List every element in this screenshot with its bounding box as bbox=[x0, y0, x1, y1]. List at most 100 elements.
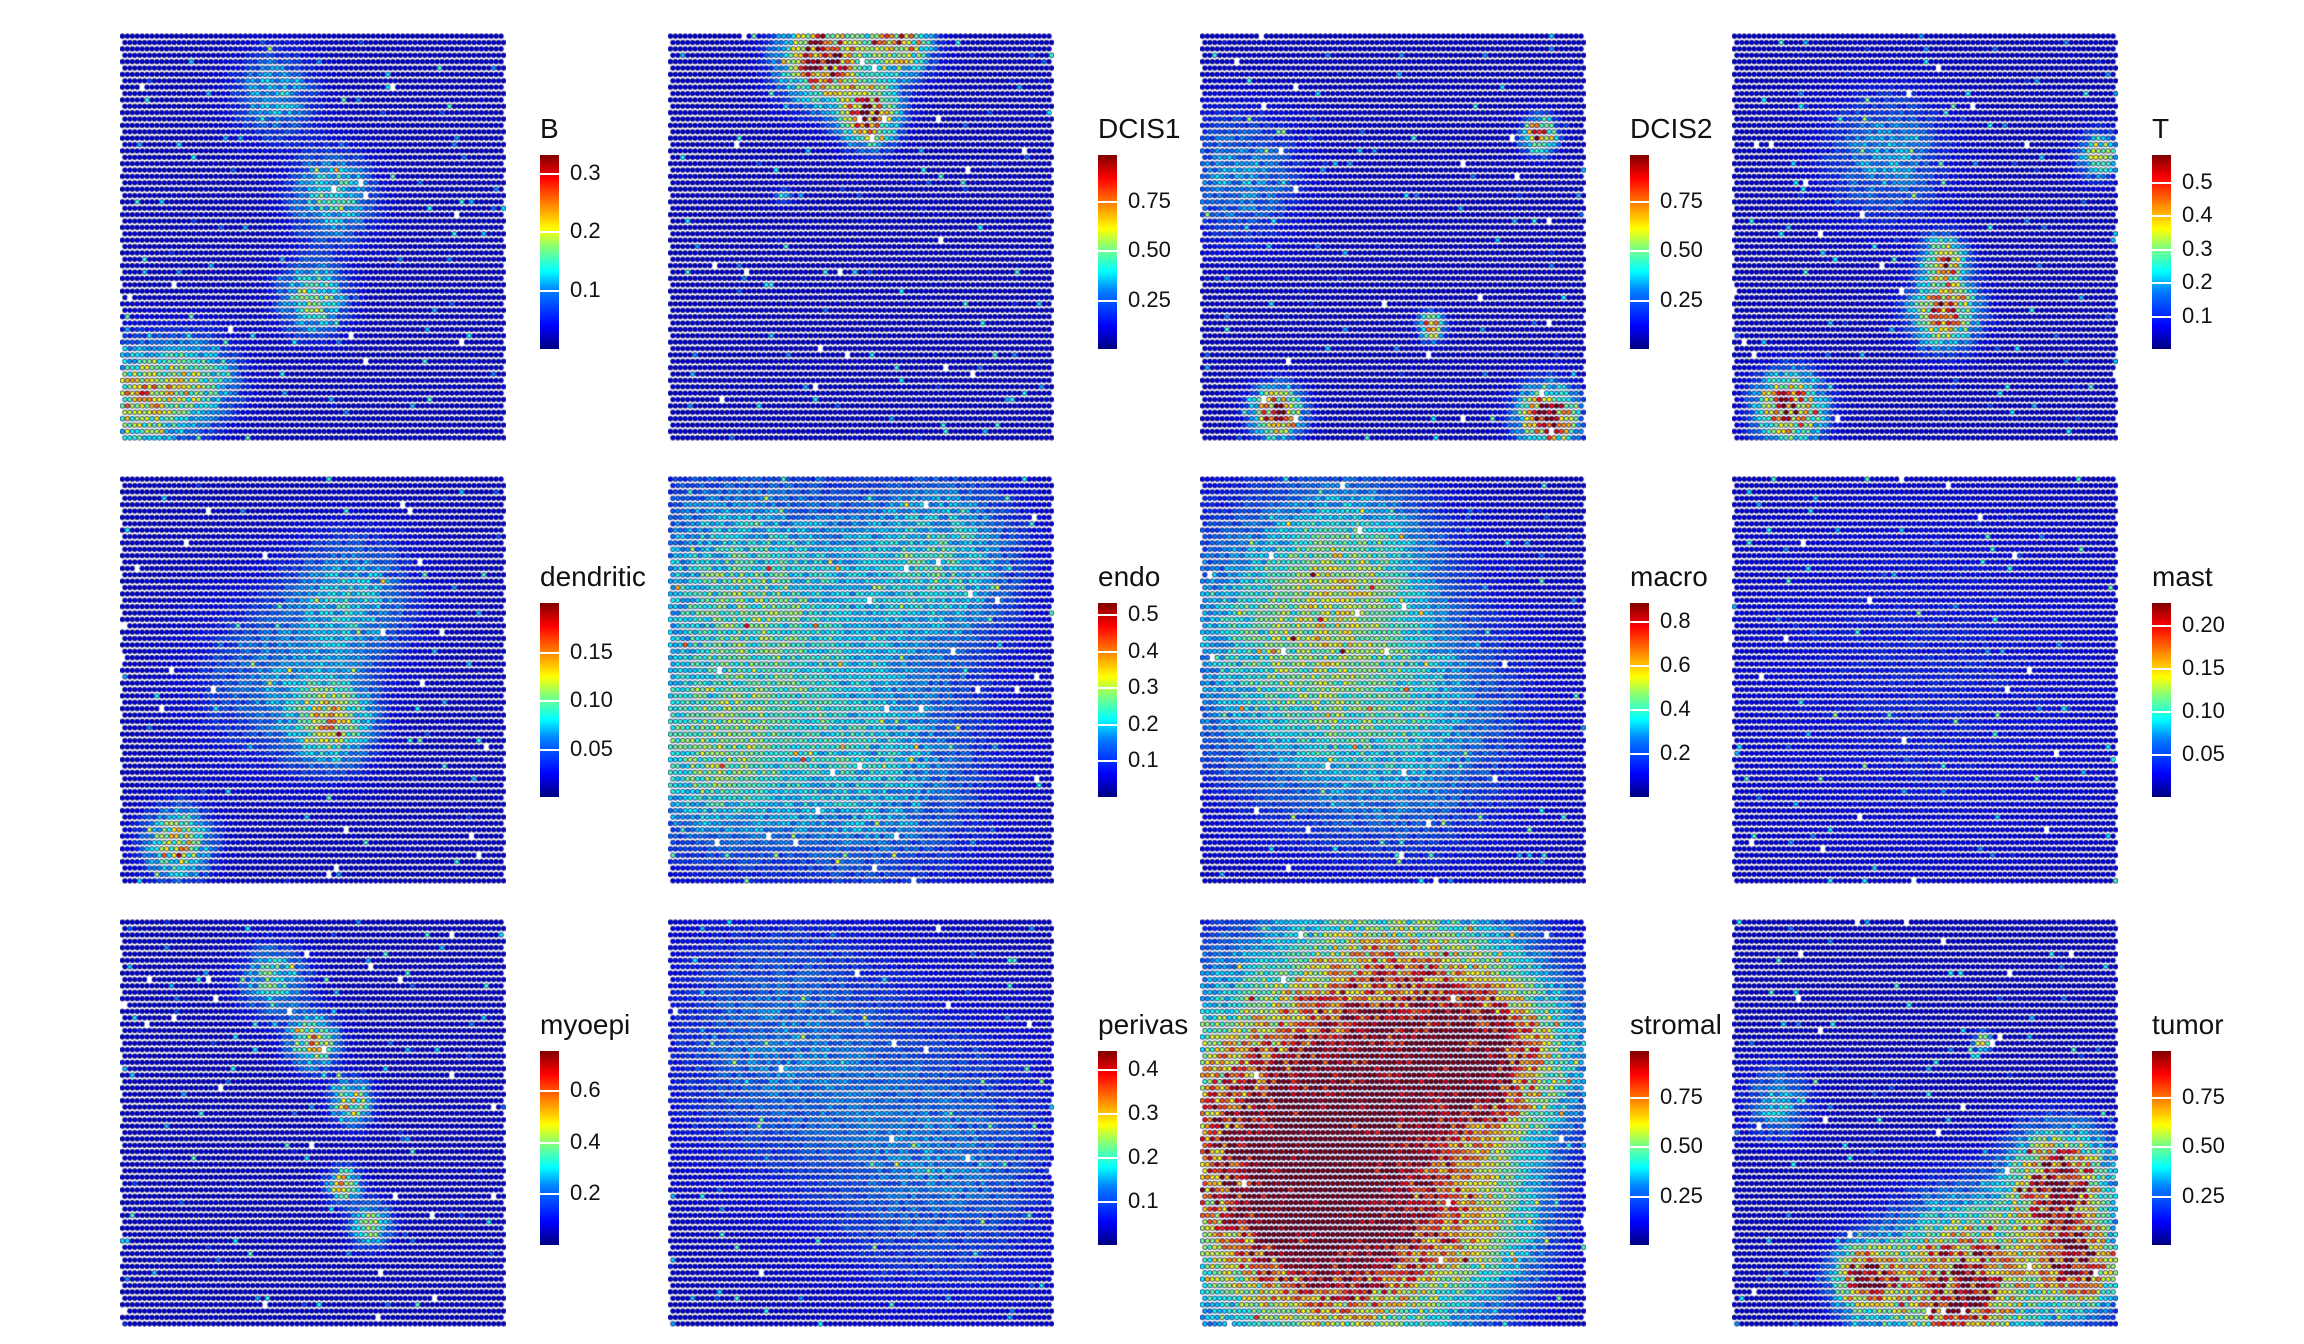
tick-label: 0.5 bbox=[1128, 600, 1159, 626]
tick-label: 0.4 bbox=[1128, 637, 1159, 663]
legend-title: DCIS2 bbox=[1630, 113, 1713, 144]
tick-mark bbox=[1098, 250, 1117, 253]
tick-label: 0.2 bbox=[1660, 739, 1691, 765]
tick-mark bbox=[540, 172, 559, 175]
tick-label: 0.50 bbox=[1128, 237, 1171, 263]
spot-map-endo bbox=[668, 476, 1054, 884]
tick-mark bbox=[1098, 723, 1117, 726]
legend-dcis1: DCIS1 0.25 0.50 0.75 bbox=[1098, 113, 1228, 413]
colorbar bbox=[1098, 603, 1117, 797]
legend-title: myoepi bbox=[540, 1009, 631, 1040]
legend-title: endo bbox=[1098, 561, 1161, 592]
tick-label: 0.3 bbox=[2182, 235, 2213, 261]
spot-map-macro bbox=[1200, 476, 1586, 884]
tick-mark bbox=[2152, 215, 2171, 218]
tick-mark bbox=[540, 231, 559, 234]
spot-map-myoepi bbox=[120, 919, 506, 1327]
tick-mark bbox=[1098, 1112, 1117, 1115]
tick-mark bbox=[540, 1193, 559, 1196]
tick-label: 0.4 bbox=[2182, 202, 2213, 228]
tick-label: 0.25 bbox=[1660, 1182, 1703, 1208]
spot-map-dendritic bbox=[120, 476, 506, 884]
tick-label: 0.75 bbox=[1660, 1083, 1703, 1109]
tick-mark bbox=[540, 1141, 559, 1144]
tick-label: 0.3 bbox=[570, 159, 601, 185]
tick-mark bbox=[2152, 1146, 2171, 1149]
tick-label: 0.25 bbox=[1660, 286, 1703, 312]
colorbar bbox=[1630, 603, 1649, 797]
tick-label: 0.2 bbox=[570, 218, 601, 244]
tick-mark bbox=[2152, 1096, 2171, 1099]
tick-label: 0.1 bbox=[570, 277, 601, 303]
legend-macro: macro 0.2 0.4 0.6 0.8 bbox=[1630, 561, 1760, 861]
legend-tumor: tumor 0.25 0.50 0.75 bbox=[2152, 1009, 2282, 1309]
legend-perivas: perivas 0.1 0.2 0.3 0.4 bbox=[1098, 1009, 1228, 1309]
legend-dendritic: dendritic 0.05 0.10 0.15 bbox=[540, 561, 670, 861]
tick-mark bbox=[1630, 620, 1649, 623]
legend-b: B 0.1 0.2 0.3 bbox=[540, 113, 670, 413]
legend-t: T 0.1 0.2 0.3 0.4 0.5 bbox=[2152, 113, 2282, 413]
tick-label: 0.1 bbox=[1128, 1187, 1159, 1213]
spot-map-dcis1 bbox=[668, 33, 1054, 441]
colorbar bbox=[2152, 155, 2171, 349]
tick-mark bbox=[1630, 1195, 1649, 1198]
tick-label: 0.1 bbox=[2182, 302, 2213, 328]
tick-label: 0.15 bbox=[2182, 654, 2225, 680]
tick-label: 0.05 bbox=[2182, 740, 2225, 766]
tick-label: 0.1 bbox=[1128, 747, 1159, 773]
tick-mark bbox=[1098, 613, 1117, 616]
legend-stromal: stromal 0.25 0.50 0.75 bbox=[1630, 1009, 1760, 1309]
tick-mark bbox=[1630, 708, 1649, 711]
tick-label: 0.50 bbox=[1660, 1133, 1703, 1159]
tick-mark bbox=[1098, 1156, 1117, 1159]
tick-label: 0.10 bbox=[2182, 697, 2225, 723]
tick-mark bbox=[540, 290, 559, 293]
colorbar bbox=[540, 1051, 559, 1245]
tick-mark bbox=[1630, 664, 1649, 667]
tick-label: 0.20 bbox=[2182, 611, 2225, 637]
legend-myoepi: myoepi 0.2 0.4 0.6 bbox=[540, 1009, 670, 1309]
spot-map-perivas bbox=[668, 919, 1054, 1327]
tick-mark bbox=[1630, 250, 1649, 253]
tick-mark bbox=[2152, 181, 2171, 184]
tick-mark bbox=[540, 700, 559, 702]
tick-label: 0.6 bbox=[570, 1076, 601, 1102]
legend-title: stromal bbox=[1630, 1009, 1722, 1040]
tick-label: 0.2 bbox=[1128, 1143, 1159, 1169]
tick-mark bbox=[2152, 710, 2171, 713]
tick-mark bbox=[1630, 200, 1649, 203]
tick-mark bbox=[540, 651, 559, 654]
tick-label: 0.25 bbox=[1128, 286, 1171, 312]
legend-dcis2: DCIS2 0.25 0.50 0.75 bbox=[1630, 113, 1760, 413]
colorbar bbox=[540, 155, 559, 349]
legend-title: perivas bbox=[1098, 1009, 1189, 1040]
tick-label: 0.10 bbox=[570, 687, 613, 712]
tick-mark bbox=[540, 748, 559, 751]
legend-title: B bbox=[540, 113, 559, 144]
spot-map-t bbox=[1732, 33, 2118, 441]
tick-label: 0.75 bbox=[2182, 1083, 2225, 1109]
tick-mark bbox=[1630, 299, 1649, 302]
tick-mark bbox=[2152, 667, 2171, 670]
tick-mark bbox=[1630, 1146, 1649, 1149]
legend-title: macro bbox=[1630, 561, 1708, 592]
legend-title: dendritic bbox=[540, 561, 646, 592]
tick-label: 0.50 bbox=[2182, 1133, 2225, 1159]
tick-label: 0.75 bbox=[1128, 187, 1171, 213]
tick-mark bbox=[2152, 753, 2171, 756]
tick-label: 0.4 bbox=[1660, 695, 1691, 721]
legend-title: tumor bbox=[2152, 1009, 2224, 1040]
tick-label: 0.3 bbox=[1128, 674, 1159, 700]
legend-mast: mast 0.05 0.10 0.15 0.20 bbox=[2152, 561, 2282, 861]
tick-mark bbox=[2152, 315, 2171, 318]
spot-map-b bbox=[120, 33, 506, 441]
tick-label: 0.25 bbox=[2182, 1182, 2225, 1208]
tick-mark bbox=[540, 1089, 559, 1092]
spot-map-stromal bbox=[1200, 919, 1586, 1327]
tick-label: 0.2 bbox=[1128, 710, 1159, 736]
legend-title: mast bbox=[2152, 561, 2213, 592]
tick-mark bbox=[1098, 650, 1117, 653]
tick-label: 0.50 bbox=[1660, 237, 1703, 263]
legend-title: DCIS1 bbox=[1098, 113, 1181, 144]
tick-mark bbox=[2152, 248, 2171, 251]
